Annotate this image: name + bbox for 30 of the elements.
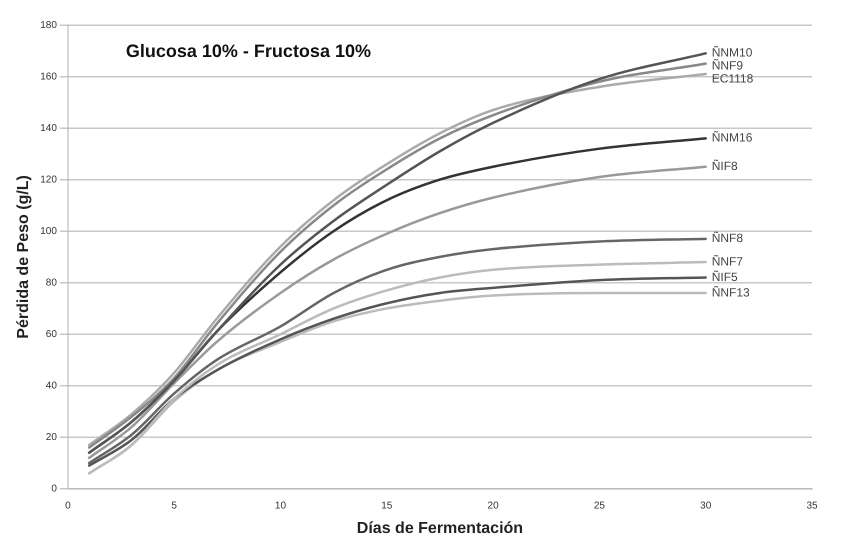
series-label: ÑIF5 <box>712 270 738 284</box>
y-tick-label: 100 <box>40 226 58 237</box>
x-tick-label: 5 <box>171 500 178 512</box>
series-label: ÑNF9 <box>712 58 744 73</box>
y-tick-label: 40 <box>46 380 58 392</box>
series-label: EC1118 <box>712 72 754 86</box>
x-tick-label: 35 <box>806 500 818 512</box>
x-tick-label: 25 <box>594 500 606 512</box>
series-label: ÑNF7 <box>712 254 744 268</box>
x-tick-label: 0 <box>65 500 72 512</box>
y-tick-label: 80 <box>46 277 58 288</box>
y-tick-label: 0 <box>51 484 58 495</box>
series-label: ÑNM10 <box>712 46 753 60</box>
x-axis-title: Días de Fermentación <box>356 520 524 537</box>
y-tick-label: 140 <box>40 122 58 134</box>
series-label: ÑNF8 <box>712 231 744 246</box>
series-label: ÑIF8 <box>712 159 738 174</box>
y-tick-label: 20 <box>46 432 58 444</box>
x-tick-label: 30 <box>700 500 712 512</box>
x-tick-label: 20 <box>488 500 500 512</box>
y-tick-label: 120 <box>40 174 58 186</box>
y-tick-label: 180 <box>40 20 58 31</box>
series-label: ÑNM16 <box>712 130 753 145</box>
x-tick-label: 15 <box>381 500 393 512</box>
y-tick-label: 160 <box>40 71 58 82</box>
y-tick-label: 60 <box>46 328 58 340</box>
series-label: ÑNF13 <box>712 285 750 300</box>
y-axis-title: Pérdida de Peso (g/L) <box>15 175 32 339</box>
text: Glucosa 10% - Fructosa 10% <box>126 41 371 61</box>
x-tick-label: 10 <box>274 500 286 512</box>
